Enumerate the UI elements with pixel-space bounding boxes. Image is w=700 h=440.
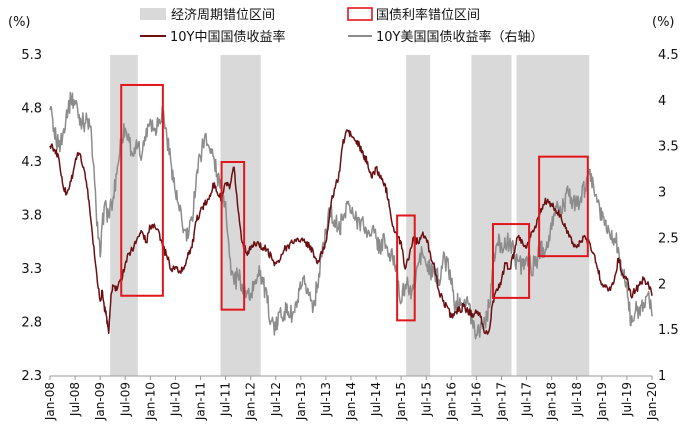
- x-tick-label-3: Jul-09: [118, 382, 132, 417]
- us-series: [49, 91, 653, 340]
- legend-label-rate-divergence: 国债利率错位区间: [376, 7, 480, 23]
- right-tick-label-0: 1: [658, 369, 666, 384]
- us-10y-yield-line: [49, 91, 653, 340]
- right-tick-label-7: 4.5: [658, 48, 679, 63]
- left-tick-label-0: 2.3: [21, 369, 42, 384]
- right-tick-label-2: 2: [658, 277, 666, 292]
- legend-label-china-10y: 10Y中国国债收益率: [170, 29, 285, 45]
- x-tick-label-14: Jan-15: [394, 382, 408, 421]
- right-axis-unit: (%): [652, 15, 675, 30]
- x-tick-label-11: Jul-13: [319, 382, 333, 417]
- legend-label-cycle-divergence: 经济周期错位区间: [171, 8, 275, 23]
- x-tick-label-2: Jan-09: [93, 382, 107, 421]
- x-tick-label-6: Jan-11: [194, 382, 208, 421]
- x-tick-label-18: Jan-17: [495, 382, 509, 421]
- right-tick-label-6: 4: [658, 94, 666, 109]
- x-tick-label-15: Jul-15: [419, 382, 433, 417]
- legend-swatch-cycle-divergence: [140, 8, 166, 20]
- left-tick-label-4: 4.3: [21, 155, 42, 170]
- legend-label-us-10y: 10Y美国国债收益率（右轴）: [376, 29, 543, 45]
- cycle-divergence-band-1: [110, 55, 138, 376]
- left-tick-label-3: 3.8: [21, 209, 42, 224]
- x-tick-label-8: Jan-12: [244, 382, 258, 421]
- x-tick-label-16: Jan-16: [444, 382, 458, 421]
- left-tick-label-1: 2.8: [21, 316, 42, 331]
- left-tick-label-5: 4.8: [21, 102, 42, 117]
- x-tick-label-0: Jan-08: [43, 382, 57, 421]
- x-tick-label-10: Jan-13: [294, 382, 308, 421]
- legend-swatch-rate-divergence: [347, 7, 373, 21]
- china-10y-yield-line: [49, 129, 653, 335]
- x-tick-label-23: Jul-19: [620, 382, 634, 417]
- rate-divergence-box-5: [538, 155, 589, 258]
- x-tick-label-12: Jan-14: [344, 382, 358, 421]
- x-tick-label-9: Jul-12: [269, 382, 283, 417]
- x-tick-label-13: Jul-14: [369, 382, 383, 417]
- x-tick-label-5: Jul-10: [168, 382, 182, 417]
- rate-divergence-boxes: [120, 83, 589, 322]
- axes: 2.3 2.8 3.3 3.8 4.3 4.8 5.3 1 1.5 2 2.5 3 3.5 4 4.5 Jan…: [21, 48, 678, 421]
- right-tick-label-5: 3.5: [658, 140, 679, 155]
- x-tick-label-19: Jul-17: [520, 382, 534, 417]
- cycle-divergence-band-2: [220, 55, 261, 376]
- cycle-divergence-band-4: [471, 55, 512, 376]
- x-tick-label-4: Jan-10: [143, 382, 157, 421]
- right-tick-label-1: 1.5: [658, 323, 679, 338]
- rate-divergence-box-1: [120, 83, 164, 297]
- legend: 经济周期错位区间 国债利率错位区间 10Y中国国债收益率 10Y美国国债收益率（…: [140, 7, 543, 45]
- x-tick-label-1: Jul-08: [68, 382, 82, 417]
- x-tick-label-7: Jul-11: [219, 382, 233, 417]
- left-tick-label-6: 5.3: [21, 48, 42, 63]
- left-axis-unit: (%): [8, 15, 31, 30]
- china-series: [49, 129, 653, 335]
- rate-divergence-box-4: [491, 223, 531, 299]
- rate-divergence-box-3: [396, 214, 416, 322]
- x-tick-label-24: Jan-20: [645, 382, 659, 421]
- x-tick-label-20: Jan-18: [545, 382, 559, 421]
- rate-divergence-box-2: [220, 161, 246, 311]
- left-tick-label-2: 3.3: [21, 262, 42, 277]
- right-tick-label-4: 3: [658, 186, 666, 201]
- right-tick-label-3: 2.5: [658, 231, 679, 246]
- x-tick-label-17: Jul-16: [469, 382, 483, 417]
- x-tick-label-22: Jan-19: [595, 382, 609, 421]
- x-tick-label-21: Jul-18: [570, 382, 584, 417]
